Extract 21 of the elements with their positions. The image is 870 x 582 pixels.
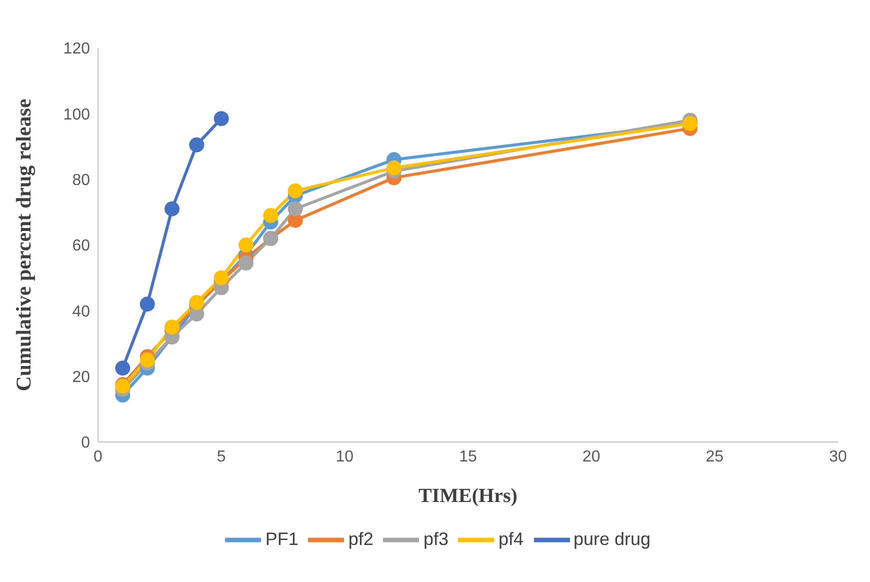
x-tick-label: 30 [829,448,847,466]
legend-label: pf2 [348,528,374,549]
y-tick-label: 0 [81,434,90,452]
y-tick-label: 60 [72,238,90,255]
x-tick-label: 20 [582,448,600,466]
y-tick-label: 40 [72,303,90,320]
legend-label: pf3 [423,528,448,549]
legend-label: pf4 [498,528,524,549]
y-tick-label: 20 [72,369,90,386]
x-tick-label: 10 [336,448,354,466]
x-axis-title: TIME(Hrs) [418,485,518,507]
x-tick-label: 25 [706,448,724,466]
y-tick-label: 80 [72,172,90,190]
x-tick-label: 15 [459,448,477,466]
y-tick-label: 120 [63,40,90,58]
y-axis-title: Cumulative percent drug release [11,98,36,392]
legend-label: PF1 [265,528,298,549]
legend-label: pure drug [574,528,651,549]
y-tick-label: 100 [63,106,90,124]
x-tick-label: 5 [216,448,226,466]
x-tick-label: 0 [94,448,103,466]
